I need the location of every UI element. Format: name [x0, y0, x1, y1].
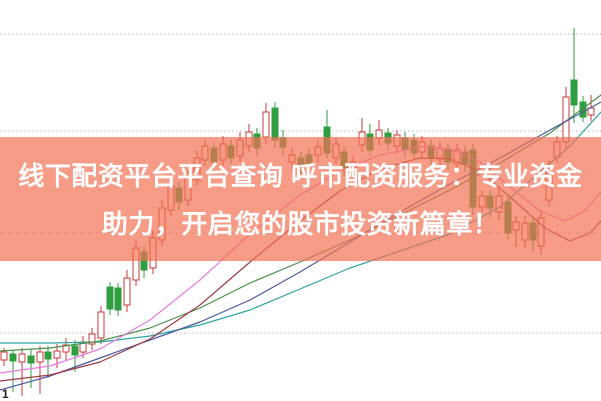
candle: [18, 348, 26, 396]
candle: [114, 283, 122, 316]
banner-headline-line1: 线下配资平台平台查询 呼市配资服务：专业资金: [18, 161, 583, 191]
candle: [36, 346, 44, 394]
candle: [97, 306, 105, 344]
bottom-left-partial-label: 1: [2, 387, 9, 401]
candle: [88, 328, 96, 350]
candle: [62, 338, 70, 360]
candle: [106, 282, 114, 315]
promo-banner-overlay: 线下配资平台平台查询 呼市配资服务：专业资金 助力，开启您的股市投资新篇章！: [0, 137, 601, 261]
candle: [570, 28, 578, 123]
candle: [44, 346, 52, 378]
banner-headline-line2: 助力，开启您的股市投资新篇章！: [101, 209, 500, 239]
candle: [123, 270, 131, 312]
